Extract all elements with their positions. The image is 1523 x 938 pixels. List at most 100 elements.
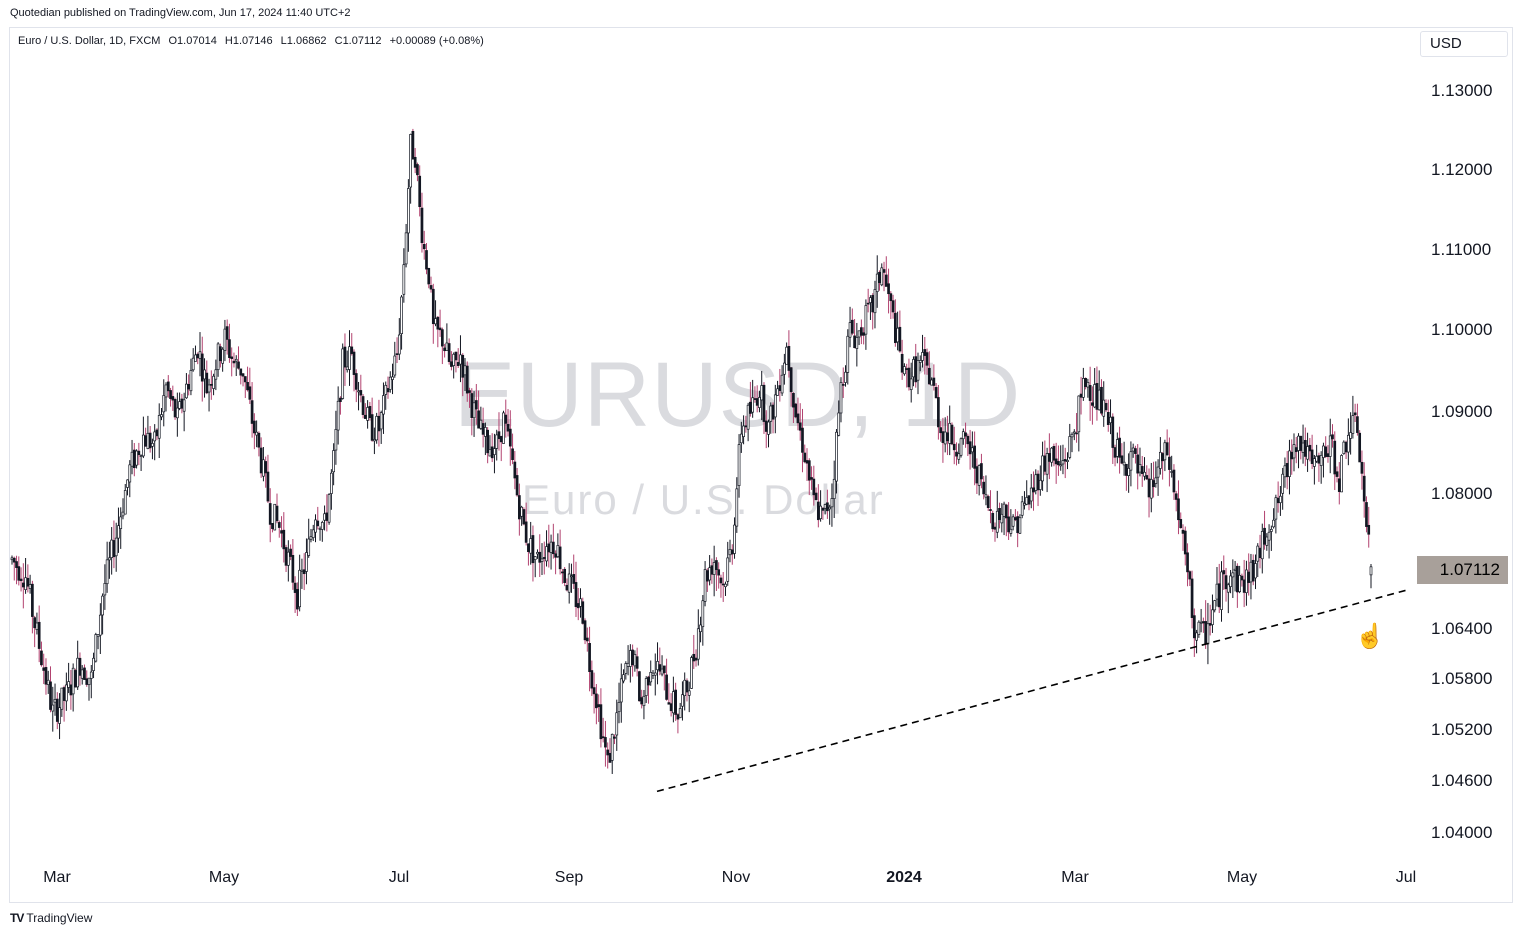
candle-body (411, 131, 415, 160)
candle (420, 192, 424, 253)
candle (160, 408, 163, 421)
candle (1206, 602, 1210, 665)
candle-body (1134, 448, 1137, 454)
candle-body (479, 419, 483, 429)
candle (230, 347, 234, 377)
candle-body (807, 460, 811, 481)
candle-body (551, 541, 555, 555)
candle (1192, 608, 1196, 657)
candle (758, 390, 761, 413)
candle (1353, 403, 1357, 422)
candle (873, 280, 877, 329)
candle (930, 377, 933, 386)
candle-body (1120, 455, 1124, 464)
candle-body (488, 449, 492, 457)
candle (617, 682, 621, 724)
candle-body (1118, 437, 1121, 458)
candle (1313, 454, 1316, 485)
candle (1319, 451, 1323, 484)
candle-body (128, 464, 132, 483)
candle (1256, 543, 1260, 577)
candle-body (667, 702, 671, 705)
candle (354, 369, 358, 403)
candle-body (1181, 529, 1185, 534)
candle (452, 352, 456, 379)
candle (178, 392, 181, 411)
candle (1068, 423, 1072, 460)
candle (694, 649, 698, 667)
candle (903, 363, 906, 376)
candle (1183, 526, 1187, 566)
candle-body (966, 435, 970, 445)
candle-body (1127, 467, 1130, 476)
chart-pane[interactable] (9, 27, 1513, 903)
candle-body (1138, 464, 1142, 473)
candle (300, 558, 304, 589)
candle-body (1315, 455, 1318, 462)
candle-body (841, 384, 845, 386)
candle (1297, 433, 1300, 469)
candle-body (1238, 574, 1241, 593)
candle-body (730, 549, 734, 555)
candle-body (973, 445, 976, 469)
candle (225, 319, 229, 355)
candle-body (262, 459, 265, 477)
candle-body (1084, 378, 1087, 387)
candle-body (65, 684, 68, 702)
candle-body (83, 667, 86, 680)
time-tick-label: May (1226, 869, 1258, 886)
candle-body (1143, 471, 1146, 477)
symbol-name[interactable]: Euro / U.S. Dollar, 1D, FXCM (18, 35, 161, 47)
candle-body (456, 361, 460, 366)
candle (413, 148, 417, 174)
candle-body (785, 346, 788, 365)
candle-body (341, 348, 345, 399)
candle (1023, 491, 1026, 510)
candle-body (169, 390, 172, 399)
candle (1204, 600, 1208, 649)
candle (690, 655, 693, 689)
candle-body (1188, 571, 1192, 580)
candle-body (1054, 458, 1058, 465)
candle (44, 658, 48, 695)
candle (760, 370, 764, 421)
candle-body (1063, 459, 1067, 462)
candle (1328, 418, 1332, 474)
candle-body (798, 422, 802, 431)
candle (527, 543, 530, 566)
candle (739, 421, 743, 453)
candle-body (1226, 584, 1230, 593)
candle (1059, 445, 1063, 471)
price-tick-label: 1.08000 (1431, 484, 1493, 503)
candle-body (1346, 434, 1350, 453)
candle-body (17, 566, 21, 581)
candle-body (402, 264, 406, 295)
candle-body (805, 460, 809, 464)
candle (1075, 413, 1078, 443)
currency-selector[interactable]: USD (1420, 31, 1508, 57)
candle (1369, 564, 1373, 589)
candle-body (961, 431, 965, 440)
candle-body (316, 520, 320, 527)
candle (1086, 378, 1090, 398)
candle (259, 437, 263, 478)
candle (214, 359, 218, 391)
candle-body (481, 423, 485, 435)
candle-body (871, 295, 875, 313)
tradingview-logo[interactable]: TV TradingView (10, 911, 92, 925)
candle (58, 693, 61, 740)
candle-body (284, 547, 288, 566)
candle-body (780, 374, 784, 394)
candle (515, 467, 519, 497)
candle (635, 647, 639, 677)
candle-body (85, 678, 89, 685)
support-trendline[interactable] (656, 588, 1411, 793)
candle-body (1351, 415, 1355, 434)
candle-body (1349, 432, 1352, 439)
candle (991, 510, 995, 532)
candle (896, 311, 899, 351)
candle (785, 342, 788, 365)
candle-body (685, 680, 689, 693)
candle-body (993, 526, 997, 530)
